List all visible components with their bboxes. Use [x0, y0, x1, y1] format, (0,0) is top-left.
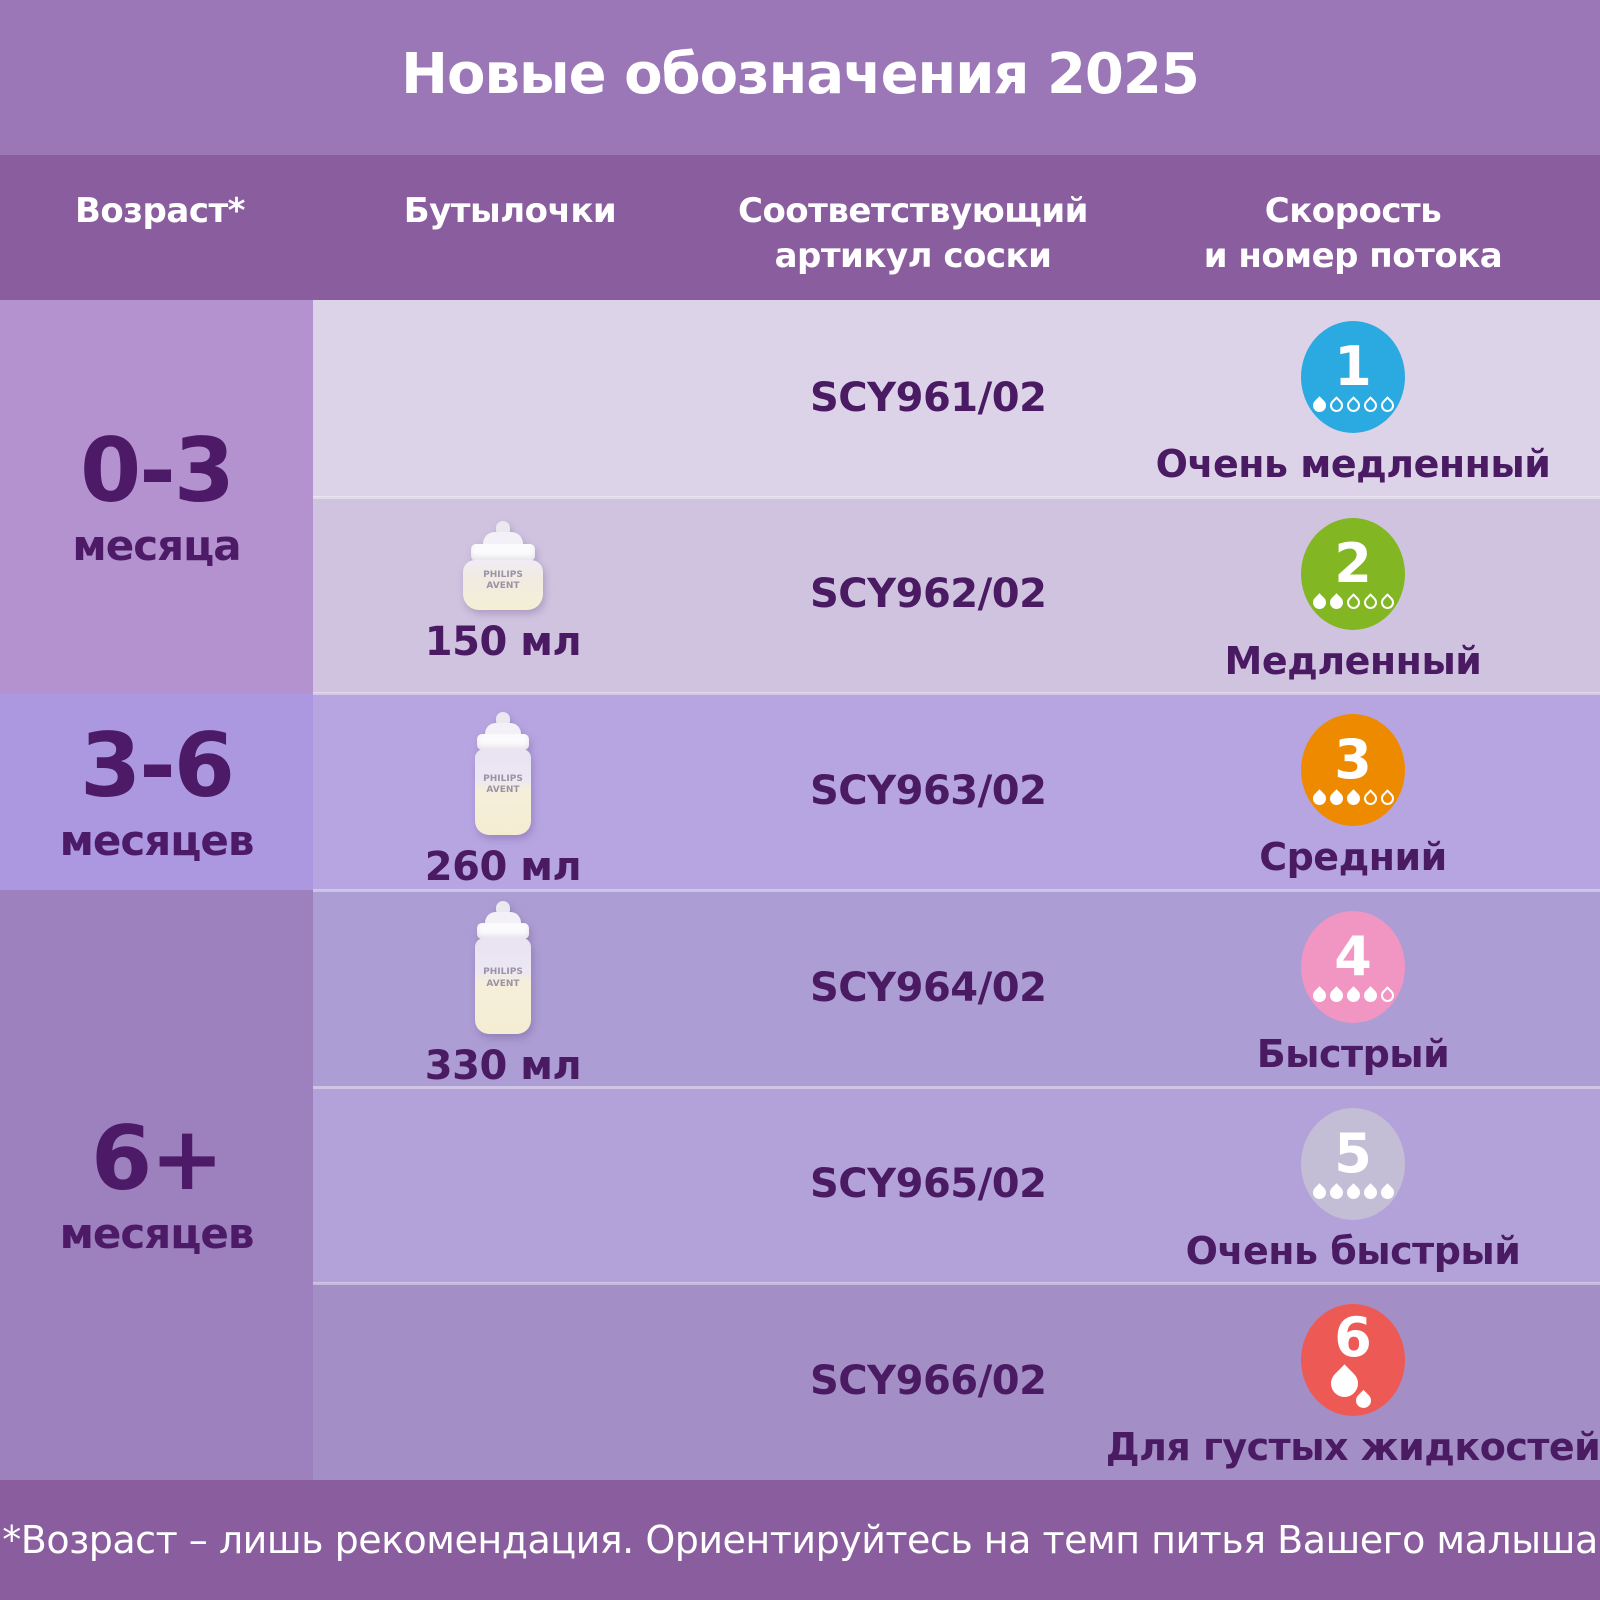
- table-header: Возраст* Бутылочки Соответствующий артик…: [0, 155, 1600, 300]
- bottle-brand: PHILIPS AVENT: [483, 967, 523, 989]
- flow-speed-label: Для густых жидкостей: [1105, 1425, 1600, 1469]
- age-group-6-plus: 6+ месяцев: [0, 890, 313, 1480]
- bottle-image: PHILIPS AVENT: [475, 901, 531, 1034]
- row-divider: [313, 1086, 1600, 1089]
- footnote-band: *Возраст – лишь рекомендация. Ориентируй…: [0, 1480, 1600, 1600]
- flow-speed-label: Медленный: [1224, 639, 1482, 683]
- bottle-volume-label: 260 мл: [424, 844, 582, 890]
- bottle-150ml: PHILIPS AVENT 150 мл: [313, 521, 693, 665]
- row-divider: [313, 1282, 1600, 1285]
- column-header-bottles: Бутылочки: [403, 191, 617, 231]
- drops-icon: [1309, 593, 1397, 612]
- flow-speed-label: Быстрый: [1256, 1032, 1450, 1076]
- bottle-brand: PHILIPS AVENT: [483, 569, 523, 591]
- bottle-260ml: PHILIPS AVENT 260 мл: [313, 712, 693, 890]
- column-header-flow: Скорость и номер потока: [1203, 191, 1503, 276]
- drops-icon: [1309, 986, 1397, 1005]
- bottle-volume-label: 150 мл: [424, 619, 582, 665]
- flow-circle-icon: 3: [1301, 714, 1405, 826]
- drops-icon: [1309, 1183, 1397, 1202]
- bottle-330ml: PHILIPS AVENT 330 мл: [313, 901, 693, 1089]
- bottle-image: PHILIPS AVENT: [463, 521, 543, 610]
- flow-badge-2: 2 Медленный: [1123, 518, 1583, 683]
- bottle-brand: PHILIPS AVENT: [483, 773, 523, 796]
- flow-badge-6: 6 Для густых жидкостей: [1106, 1304, 1600, 1469]
- flow-badge-1: 1 Очень медленный: [1123, 321, 1583, 486]
- flow-circle-icon: 5: [1301, 1108, 1405, 1220]
- flow-speed-label: Очень быстрый: [1185, 1229, 1521, 1273]
- flow-circle-icon: 2: [1301, 518, 1405, 630]
- flow-badge-5: 5 Очень быстрый: [1123, 1108, 1583, 1273]
- article-code: SCY963/02: [810, 768, 1047, 814]
- thick-liquid-drop-icon: [1325, 1364, 1376, 1412]
- title-band: Новые обозначения 2025: [0, 0, 1600, 155]
- bottle-volume-label: 330 мл: [424, 1043, 582, 1089]
- bottle-nipple-icon: [496, 521, 510, 535]
- bottle-image: PHILIPS AVENT: [475, 712, 531, 835]
- flow-speed-label: Средний: [1259, 835, 1447, 879]
- column-header-age: Возраст*: [75, 191, 245, 231]
- row-divider: [313, 496, 1600, 499]
- article-code: SCY964/02: [810, 965, 1047, 1011]
- flow-speed-label: Очень медленный: [1155, 442, 1551, 486]
- flow-badge-4: 4 Быстрый: [1123, 911, 1583, 1076]
- row-divider: [313, 889, 1600, 892]
- bottle-nipple-icon: [496, 901, 510, 915]
- bottle-nipple-icon: [496, 712, 510, 726]
- drops-icon: [1309, 789, 1397, 808]
- article-code: SCY961/02: [810, 375, 1047, 421]
- article-code: SCY962/02: [810, 571, 1047, 617]
- article-code: SCY965/02: [810, 1161, 1047, 1207]
- age-group-0-3: 0-3 месяца: [0, 300, 313, 693]
- footnote-text: *Возраст – лишь рекомендация. Ориентируй…: [2, 1518, 1598, 1562]
- flow-circle-icon: 4: [1301, 911, 1405, 1023]
- row-divider: [313, 692, 1600, 695]
- flow-circle-icon: 1: [1301, 321, 1405, 433]
- age-group-3-6: 3-6 месяцев: [0, 693, 313, 890]
- flow-circle-icon: 6: [1301, 1304, 1405, 1416]
- flow-badge-3: 3 Средний: [1123, 714, 1583, 879]
- column-header-article: Соответствующий артикул соски: [738, 191, 1088, 276]
- article-code: SCY966/02: [810, 1358, 1047, 1404]
- page-title: Новые обозначения 2025: [401, 42, 1200, 107]
- drops-icon: [1309, 396, 1397, 415]
